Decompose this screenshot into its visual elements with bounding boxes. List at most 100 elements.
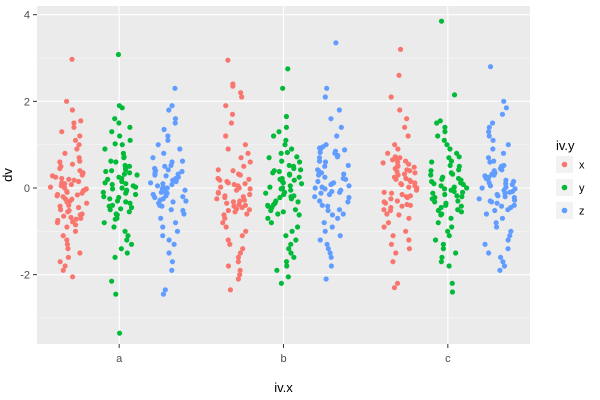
legend: iv.y xyz (556, 138, 585, 219)
point-x-b (241, 197, 247, 203)
point-x-a (54, 193, 60, 199)
point-x-a (72, 137, 79, 143)
point-x-b (236, 201, 242, 208)
point-y-b (287, 183, 293, 189)
point-x-b (247, 159, 253, 165)
point-y-a (107, 196, 113, 202)
point-y-b (266, 155, 272, 161)
point-y-c (428, 168, 434, 174)
point-x-c (394, 198, 400, 204)
point-z-a (159, 203, 165, 209)
point-z-a (175, 171, 181, 177)
point-x-b (237, 267, 243, 273)
point-z-c (503, 177, 509, 183)
point-y-a (126, 209, 132, 215)
point-y-c (442, 191, 448, 198)
point-y-a (126, 163, 133, 169)
y-axis: -2 0 2 4 (20, 10, 37, 282)
point-y-c (439, 176, 445, 182)
point-x-a (72, 222, 79, 228)
point-y-c (435, 207, 441, 214)
point-z-a (182, 187, 188, 193)
point-z-b (317, 149, 323, 156)
point-z-b (337, 233, 343, 239)
point-z-c (486, 180, 492, 186)
point-z-b (329, 188, 335, 195)
point-x-c (396, 212, 402, 218)
point-x-a (57, 165, 63, 172)
point-y-c (442, 129, 448, 135)
point-x-b (239, 233, 245, 239)
point-z-b (324, 85, 330, 91)
point-y-b (286, 246, 292, 252)
point-x-a (60, 267, 66, 273)
point-z-a (177, 146, 183, 152)
y-tick-label: 4 (24, 10, 30, 22)
point-y-b (288, 187, 294, 193)
point-x-b (217, 177, 223, 183)
point-x-b (242, 181, 248, 187)
point-y-b (286, 162, 292, 169)
point-x-a (64, 189, 70, 195)
point-y-b (294, 154, 300, 160)
point-z-a (155, 142, 161, 148)
point-z-a (163, 193, 169, 199)
point-x-a (74, 146, 80, 152)
point-x-c (412, 170, 418, 176)
point-y-a (109, 278, 115, 284)
point-x-c (403, 228, 409, 234)
point-z-c (489, 120, 496, 126)
y-tick-label: 0 (24, 183, 30, 195)
point-y-a (116, 330, 123, 336)
point-y-c (432, 194, 438, 201)
point-z-b (329, 212, 336, 218)
point-z-c (501, 162, 507, 169)
point-x-a (62, 150, 68, 156)
point-y-b (288, 146, 295, 152)
point-z-a (165, 167, 171, 173)
point-x-a (69, 196, 75, 202)
point-y-a (119, 142, 125, 148)
point-y-c (446, 263, 452, 269)
point-z-b (335, 215, 341, 221)
point-x-c (390, 233, 396, 239)
point-x-b (236, 171, 242, 177)
point-y-c (432, 237, 439, 243)
point-x-c (390, 259, 396, 265)
point-y-a (122, 162, 128, 169)
point-y-a (118, 246, 124, 252)
point-y-b (280, 209, 286, 215)
point-y-c (458, 177, 464, 183)
point-x-a (68, 214, 74, 221)
point-y-c (451, 92, 458, 98)
point-x-b (223, 224, 229, 230)
point-z-c (489, 171, 495, 177)
point-y-b (291, 165, 297, 172)
point-y-a (123, 167, 129, 173)
point-y-b (282, 142, 288, 148)
point-z-a (154, 183, 161, 189)
point-x-c (407, 177, 413, 183)
point-x-a (64, 241, 70, 247)
point-z-a (172, 120, 178, 126)
point-z-a (170, 199, 176, 205)
point-y-c (448, 215, 454, 221)
point-y-a (114, 212, 120, 218)
point-y-b (283, 233, 289, 239)
point-y-a (122, 228, 128, 234)
point-y-c (449, 289, 456, 295)
point-z-b (338, 124, 344, 130)
point-x-b (246, 207, 253, 213)
point-z-a (169, 259, 176, 265)
point-x-c (388, 94, 394, 100)
point-y-a (119, 185, 125, 191)
point-z-a (169, 103, 175, 109)
point-y-c (447, 146, 453, 152)
point-y-c (446, 233, 452, 239)
point-y-b (291, 193, 297, 199)
point-z-a (169, 267, 175, 273)
point-y-b (286, 171, 293, 177)
point-x-c (381, 189, 387, 195)
point-x-c (388, 196, 394, 202)
point-z-a (162, 188, 168, 195)
